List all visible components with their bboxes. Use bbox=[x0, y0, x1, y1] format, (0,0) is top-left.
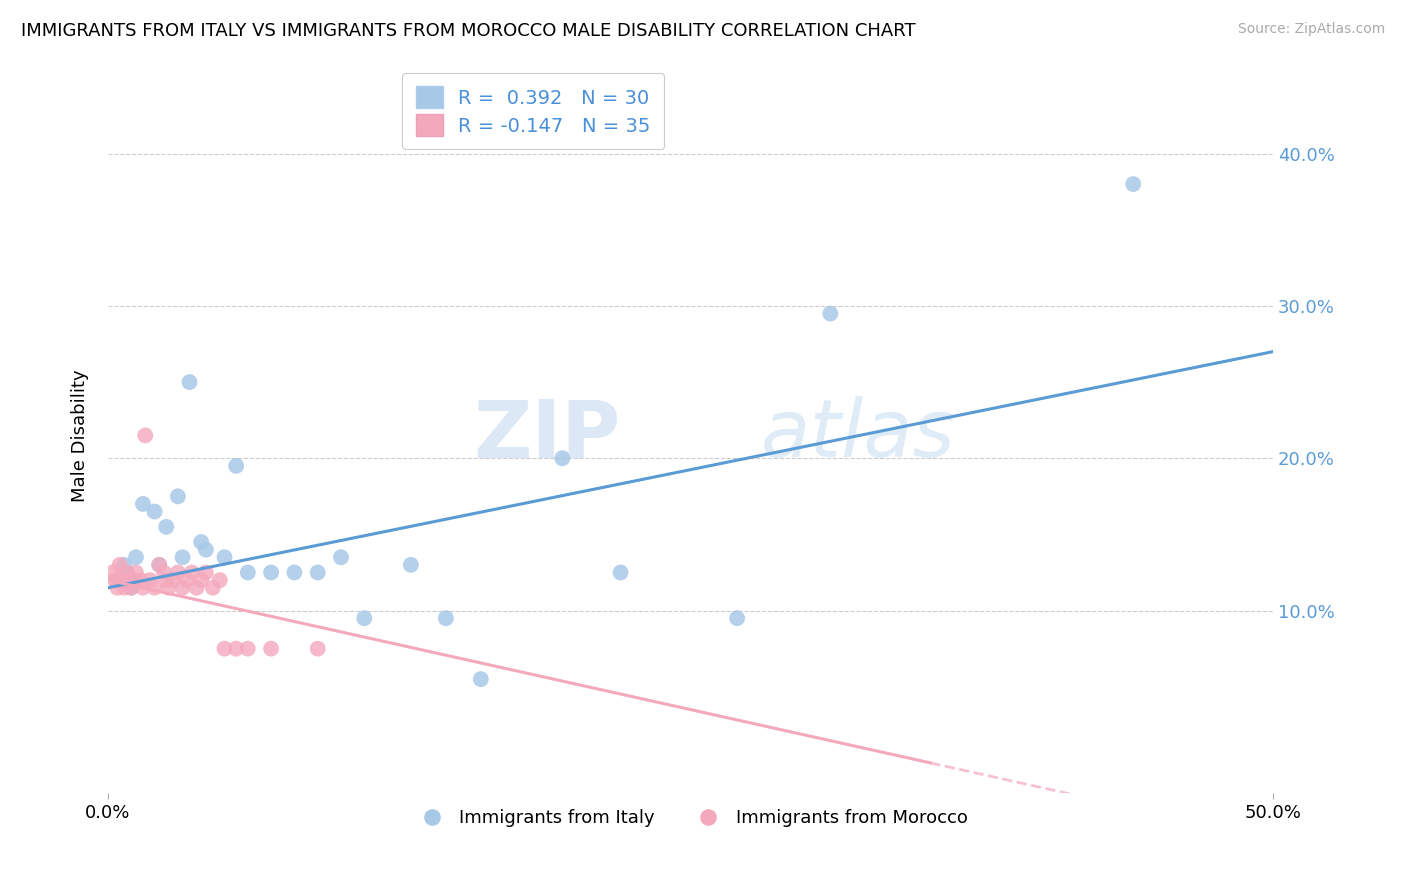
Point bbox=[190, 535, 212, 549]
Point bbox=[176, 573, 198, 587]
Point bbox=[143, 581, 166, 595]
Point bbox=[307, 566, 329, 580]
Point bbox=[108, 573, 131, 587]
Point bbox=[120, 581, 142, 595]
Point bbox=[353, 611, 375, 625]
Point bbox=[139, 573, 162, 587]
Point bbox=[186, 581, 208, 595]
Point bbox=[214, 641, 236, 656]
Point bbox=[470, 672, 492, 686]
Point bbox=[148, 558, 170, 572]
Point bbox=[105, 581, 128, 595]
Point bbox=[225, 458, 247, 473]
Point bbox=[101, 566, 124, 580]
Point bbox=[148, 558, 170, 572]
Point bbox=[155, 520, 177, 534]
Point bbox=[120, 581, 142, 595]
Point bbox=[820, 306, 842, 320]
Point bbox=[172, 581, 194, 595]
Point bbox=[260, 566, 283, 580]
Point bbox=[208, 573, 231, 587]
Point bbox=[112, 581, 135, 595]
Point bbox=[551, 451, 574, 466]
Point bbox=[236, 641, 259, 656]
Y-axis label: Male Disability: Male Disability bbox=[72, 369, 89, 501]
Point bbox=[214, 550, 236, 565]
Point bbox=[167, 566, 190, 580]
Text: atlas: atlas bbox=[761, 396, 955, 475]
Point bbox=[167, 489, 190, 503]
Point bbox=[260, 641, 283, 656]
Point bbox=[236, 566, 259, 580]
Point bbox=[1122, 177, 1144, 191]
Point bbox=[129, 573, 152, 587]
Point bbox=[399, 558, 422, 572]
Point bbox=[125, 566, 148, 580]
Point bbox=[115, 566, 138, 580]
Point bbox=[112, 558, 135, 572]
Point bbox=[225, 641, 247, 656]
Point bbox=[172, 550, 194, 565]
Point bbox=[125, 550, 148, 565]
Point bbox=[283, 566, 305, 580]
Text: IMMIGRANTS FROM ITALY VS IMMIGRANTS FROM MOROCCO MALE DISABILITY CORRELATION CHA: IMMIGRANTS FROM ITALY VS IMMIGRANTS FROM… bbox=[21, 22, 915, 40]
Legend: Immigrants from Italy, Immigrants from Morocco: Immigrants from Italy, Immigrants from M… bbox=[406, 802, 974, 834]
Point bbox=[330, 550, 353, 565]
Point bbox=[162, 573, 184, 587]
Point bbox=[155, 573, 177, 587]
Point bbox=[194, 542, 217, 557]
Point bbox=[132, 497, 155, 511]
Text: Source: ZipAtlas.com: Source: ZipAtlas.com bbox=[1237, 22, 1385, 37]
Point bbox=[609, 566, 631, 580]
Point bbox=[134, 428, 156, 442]
Point bbox=[153, 566, 176, 580]
Point bbox=[115, 566, 138, 580]
Point bbox=[122, 573, 145, 587]
Point bbox=[725, 611, 748, 625]
Text: ZIP: ZIP bbox=[474, 396, 620, 475]
Point bbox=[201, 581, 224, 595]
Point bbox=[118, 573, 141, 587]
Point bbox=[143, 504, 166, 518]
Point bbox=[434, 611, 457, 625]
Point bbox=[111, 573, 134, 587]
Point bbox=[104, 573, 127, 587]
Point bbox=[307, 641, 329, 656]
Point bbox=[180, 566, 202, 580]
Point bbox=[179, 375, 201, 389]
Point bbox=[190, 573, 212, 587]
Point bbox=[132, 581, 155, 595]
Point bbox=[108, 558, 131, 572]
Point bbox=[194, 566, 217, 580]
Point bbox=[157, 581, 180, 595]
